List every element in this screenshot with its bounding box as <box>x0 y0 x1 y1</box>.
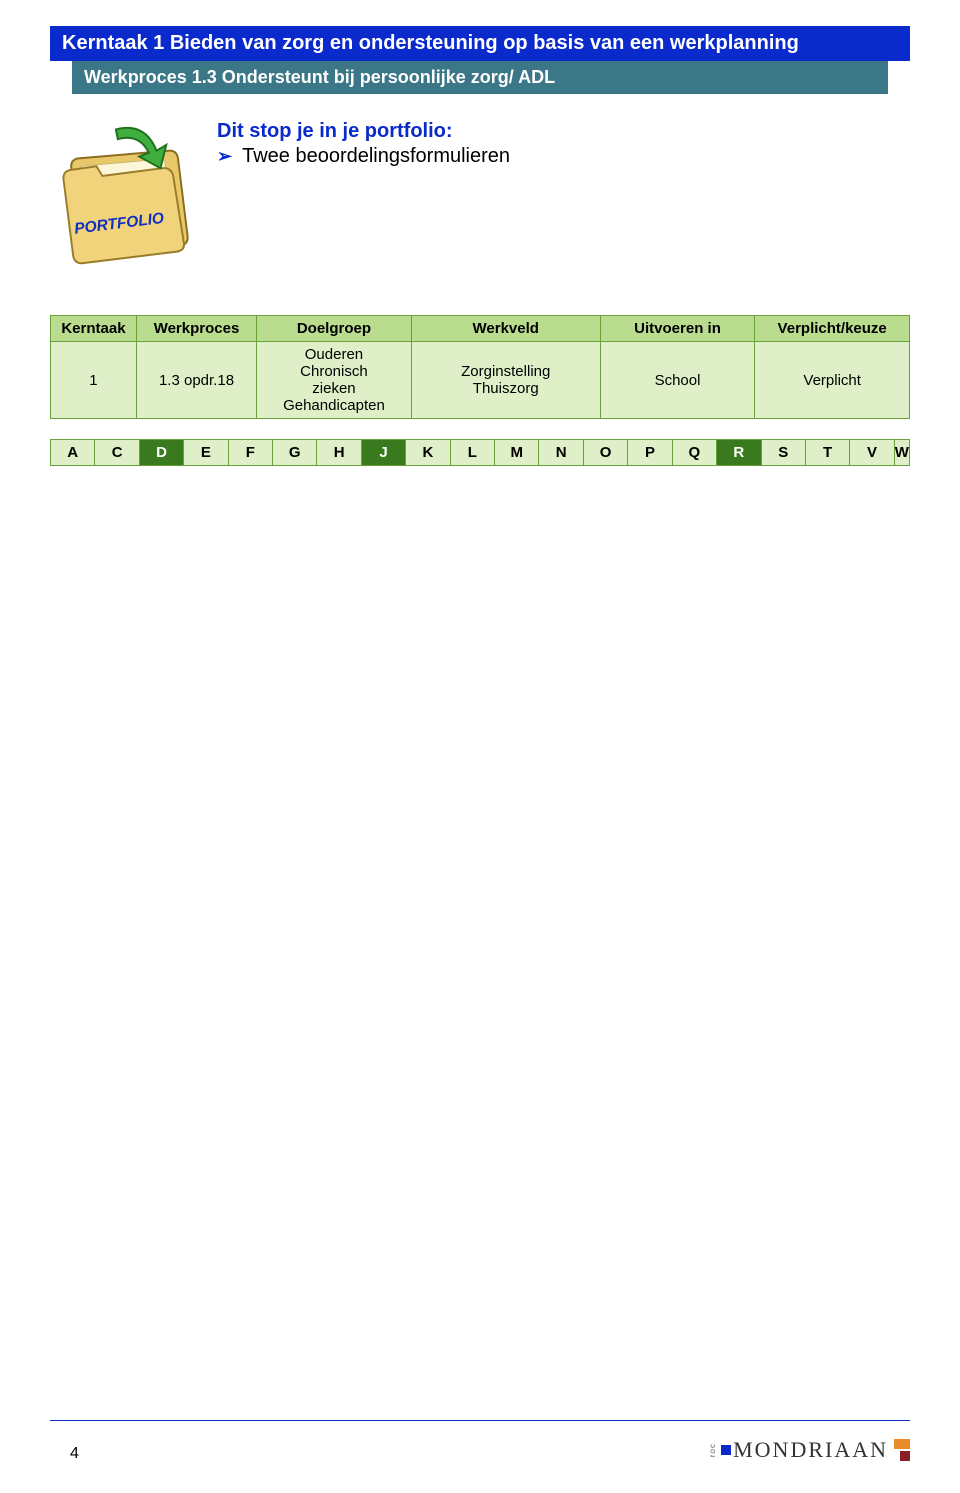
letter-cell: A <box>51 440 95 466</box>
letter-cell: F <box>228 440 272 466</box>
doelgroep-line: Ouderen <box>265 346 403 363</box>
logo-squares-right <box>894 1439 910 1461</box>
subheader-bar: Werkproces 1.3 Ondersteunt bij persoonli… <box>72 61 888 94</box>
td-verplicht: Verplicht <box>755 342 910 419</box>
portfolio-title: Dit stop je in je portfolio: <box>217 120 510 143</box>
header-bar: Kerntaak 1 Bieden van zorg en ondersteun… <box>50 26 910 61</box>
portfolio-text: Dit stop je in je portfolio: ➢ Twee beoo… <box>217 120 510 168</box>
letter-cell: T <box>805 440 849 466</box>
portfolio-bullet-text: Twee beoordelingsformulieren <box>242 145 510 168</box>
td-werkproces: 1.3 opdr.18 <box>136 342 256 419</box>
letter-cell: E <box>184 440 228 466</box>
table-row: 1 1.3 opdr.18 Ouderen Chronisch zieken G… <box>51 342 910 419</box>
letter-cell: M <box>494 440 538 466</box>
doelgroep-line: zieken <box>265 380 403 397</box>
logo-roc: roc <box>708 1443 717 1457</box>
letter-cell: R <box>717 440 761 466</box>
letter-cell: K <box>406 440 450 466</box>
letter-cell: J <box>361 440 405 466</box>
th-werkproces: Werkproces <box>136 316 256 342</box>
logo-square-blue <box>721 1445 731 1455</box>
footer-divider <box>50 1420 910 1421</box>
letter-cell: V <box>850 440 894 466</box>
footer: 4 roc MONDRIAAN <box>0 1437 960 1463</box>
table-header-row: Kerntaak Werkproces Doelgroep Werkveld U… <box>51 316 910 342</box>
letter-cell: S <box>761 440 805 466</box>
th-doelgroep: Doelgroep <box>257 316 412 342</box>
letter-cell: H <box>317 440 361 466</box>
main-table: Kerntaak Werkproces Doelgroep Werkveld U… <box>50 315 910 419</box>
letter-cell: W <box>894 440 909 466</box>
letter-cell: C <box>95 440 139 466</box>
logo-square-darkred <box>900 1451 910 1461</box>
th-kerntaak: Kerntaak <box>51 316 137 342</box>
th-verplicht: Verplicht/keuze <box>755 316 910 342</box>
td-kerntaak: 1 <box>51 342 137 419</box>
letter-row: ACDEFGHJKLMNOPQRSTVW <box>51 440 910 466</box>
letter-cell: Q <box>672 440 716 466</box>
portfolio-bullet-line: ➢ Twee beoordelingsformulieren <box>217 145 510 168</box>
werkveld-line: Zorginstelling <box>420 363 592 380</box>
portfolio-section: PORTFOLIO Dit stop je in je portfolio: ➢… <box>50 112 910 267</box>
td-doelgroep: Ouderen Chronisch zieken Gehandicapten <box>257 342 412 419</box>
doelgroep-line: Chronisch <box>265 363 403 380</box>
page-number: 4 <box>50 1445 79 1463</box>
td-werkveld: Zorginstelling Thuiszorg <box>411 342 600 419</box>
logo: roc MONDRIAAN <box>708 1437 910 1463</box>
letter-strip: ACDEFGHJKLMNOPQRSTVW <box>50 439 910 466</box>
th-uitvoeren: Uitvoeren in <box>600 316 755 342</box>
logo-square-orange <box>894 1439 910 1449</box>
doelgroep-line: Gehandicapten <box>265 397 403 414</box>
bullet-arrow-icon: ➢ <box>217 146 232 167</box>
werkveld-line: Thuiszorg <box>420 380 592 397</box>
letter-cell: O <box>583 440 627 466</box>
letter-cell: D <box>139 440 183 466</box>
letter-cell: N <box>539 440 583 466</box>
logo-text: MONDRIAAN <box>733 1437 888 1463</box>
portfolio-folder-icon: PORTFOLIO <box>50 112 205 267</box>
letter-cell: P <box>628 440 672 466</box>
letter-cell: G <box>272 440 316 466</box>
letter-cell: L <box>450 440 494 466</box>
td-uitvoeren: School <box>600 342 755 419</box>
th-werkveld: Werkveld <box>411 316 600 342</box>
